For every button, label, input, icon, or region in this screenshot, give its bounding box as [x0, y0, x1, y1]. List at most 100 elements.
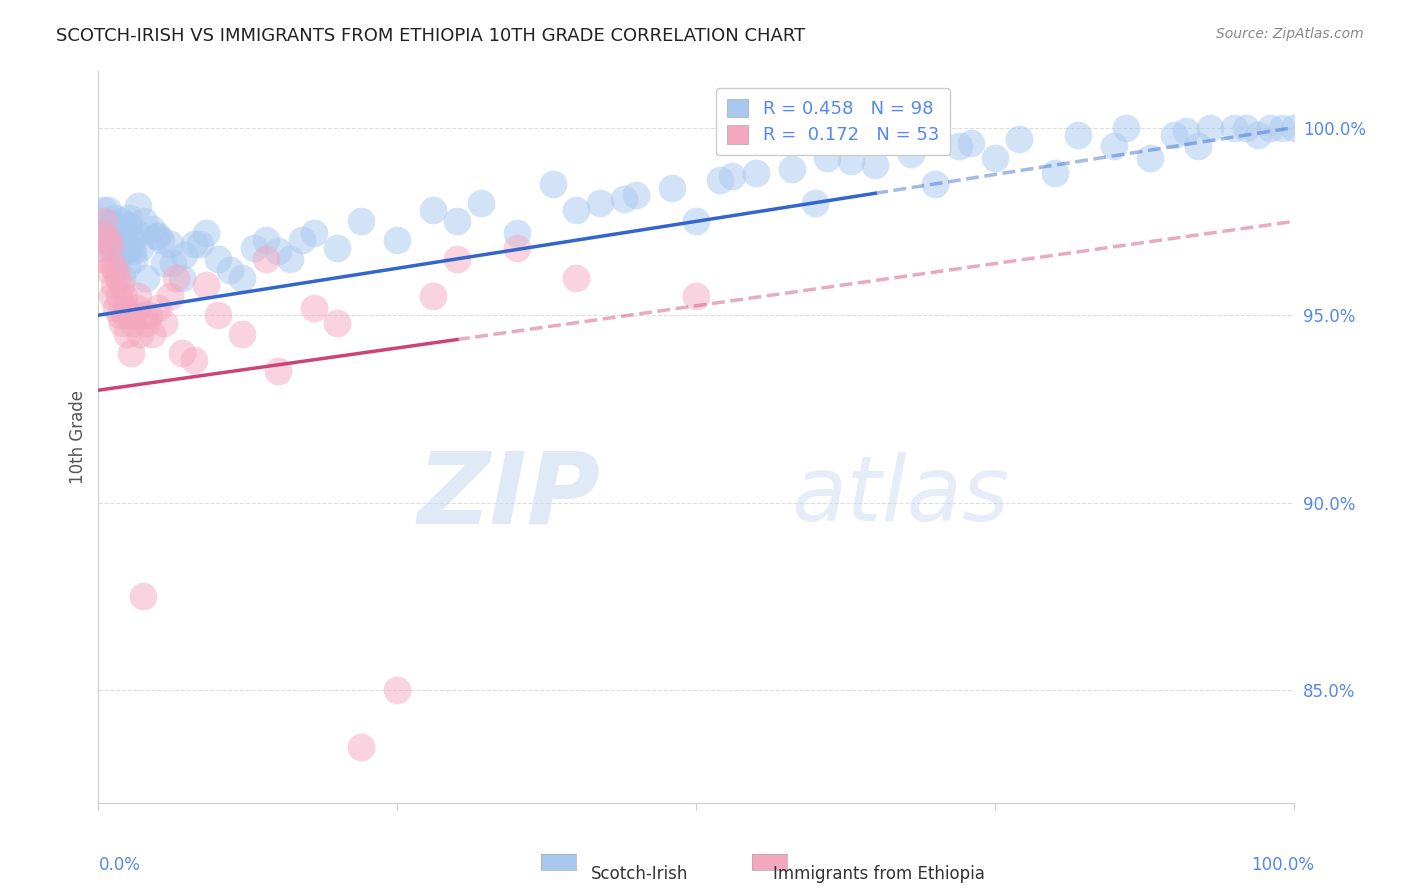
Point: [350, 739, 373, 754]
Point: [103, 218, 125, 232]
Point: [219, 263, 242, 277]
Point: [172, 345, 194, 359]
Point: [114, 308, 136, 322]
Point: [135, 270, 157, 285]
Point: [91, 203, 114, 218]
Point: [125, 301, 148, 315]
Point: [948, 139, 970, 153]
Point: [709, 173, 731, 187]
Point: [125, 226, 148, 240]
Point: [153, 255, 176, 269]
Point: [111, 270, 134, 285]
Point: [1067, 128, 1090, 142]
Point: [115, 301, 138, 315]
Point: [470, 195, 492, 210]
Point: [1271, 120, 1294, 135]
Point: [107, 289, 129, 303]
Point: [446, 252, 468, 266]
Point: [385, 683, 409, 698]
Point: [1199, 120, 1222, 135]
Point: [97, 263, 120, 277]
Point: [326, 241, 349, 255]
Point: [149, 233, 172, 247]
Point: [129, 241, 152, 255]
Point: [138, 308, 160, 322]
Point: [101, 241, 124, 255]
Point: [127, 289, 149, 303]
Point: [112, 222, 135, 236]
Point: [1163, 128, 1185, 142]
Point: [231, 270, 253, 285]
Point: [422, 203, 444, 218]
Point: [159, 236, 181, 251]
Point: [91, 241, 114, 255]
Point: [118, 308, 141, 322]
Point: [98, 233, 121, 247]
Point: [159, 289, 181, 303]
Point: [780, 161, 803, 176]
Text: Scotch-Irish: Scotch-Irish: [591, 865, 688, 883]
Point: [98, 222, 122, 236]
Point: [104, 263, 127, 277]
Point: [626, 188, 648, 202]
Point: [745, 166, 768, 180]
Point: [685, 214, 707, 228]
Point: [326, 316, 349, 330]
Point: [278, 252, 301, 266]
Point: [254, 233, 277, 247]
Point: [172, 270, 194, 285]
Text: atlas: atlas: [792, 451, 1010, 540]
Text: 100.0%: 100.0%: [1251, 856, 1315, 874]
Point: [1104, 139, 1126, 153]
Point: [385, 233, 409, 247]
Point: [93, 214, 115, 228]
Point: [115, 260, 138, 274]
Point: [207, 252, 229, 266]
Point: [115, 244, 138, 259]
Point: [103, 278, 125, 293]
Point: [111, 316, 134, 330]
Text: 0.0%: 0.0%: [98, 856, 141, 874]
Point: [960, 136, 983, 150]
Point: [112, 229, 135, 244]
Point: [195, 278, 218, 293]
Point: [1115, 120, 1137, 135]
Point: [661, 180, 683, 194]
Point: [613, 192, 636, 206]
Point: [1043, 166, 1066, 180]
Point: [267, 364, 290, 378]
Point: [254, 252, 277, 266]
Point: [148, 229, 170, 244]
Point: [1247, 128, 1270, 142]
Point: [1008, 132, 1031, 146]
Y-axis label: 10th Grade: 10th Grade: [69, 390, 87, 484]
Point: [93, 214, 115, 228]
Point: [135, 316, 157, 330]
Point: [108, 241, 131, 255]
Point: [1187, 139, 1209, 153]
Point: [195, 226, 218, 240]
Point: [446, 214, 468, 228]
Point: [105, 233, 128, 247]
Point: [291, 233, 314, 247]
Point: [817, 151, 839, 165]
Point: [94, 226, 117, 240]
Point: [141, 326, 163, 341]
Point: [94, 233, 117, 247]
Point: [145, 229, 167, 244]
Point: [207, 308, 229, 322]
Point: [108, 308, 131, 322]
Point: [107, 226, 129, 240]
Point: [124, 308, 146, 322]
Point: [129, 326, 152, 341]
Point: [506, 226, 529, 240]
Point: [103, 222, 125, 236]
Point: [101, 260, 124, 274]
Point: [173, 248, 195, 262]
Point: [118, 211, 141, 225]
Point: [110, 214, 132, 228]
Text: Immigrants from Ethiopia: Immigrants from Ethiopia: [773, 865, 986, 883]
Point: [165, 270, 187, 285]
Point: [865, 158, 887, 172]
Point: [148, 301, 170, 315]
